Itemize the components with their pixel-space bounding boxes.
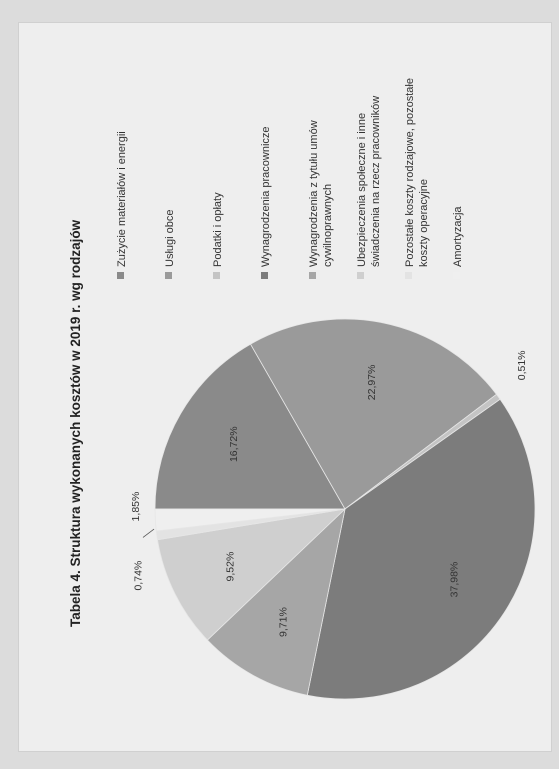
- pie-slice-amortyzacja: [154, 508, 346, 532]
- pie-slices: [154, 318, 536, 700]
- data-label-uslugi-obce: 22,97%: [366, 365, 378, 401]
- pie-slice-zuzycie-materialow-i-energii: [154, 343, 346, 510]
- legend-label: Ubezpieczenia społeczne i inne: [356, 113, 368, 267]
- legend-swatch: [165, 272, 172, 279]
- legend-label: Usługi obce: [164, 210, 176, 267]
- legend-label: Podatki i opłaty: [212, 192, 224, 267]
- legend-item-pozostale-koszty-rodzajowe-pozostale-koszty-operacyjne: Pozostałe koszty rodzajowe, pozostałe kos…: [404, 78, 430, 279]
- chart-legend: Zużycie materiałów i energii Usługi obce P…: [116, 78, 464, 279]
- legend-item-wynagrodzenia-z-tytulu-umow-cywilnoprawnych: Wynagrodzenia z tytułu umów cywilnoprawny…: [308, 120, 334, 279]
- legend-swatch: [357, 272, 364, 279]
- pie-slice-uslugi-obce: [250, 318, 498, 510]
- data-label-wynagrodzenia-pracownicze: 37,98%: [448, 562, 460, 598]
- legend-swatch: [405, 272, 412, 279]
- data-label-ubezpieczenia-spoleczne-i-inne-swiadczenia-na-rzecz-pracownikow: 9,52%: [224, 552, 236, 582]
- data-label-pozostale-koszty-rodzajowe-pozostale-koszty-operacyjne: 0,74%: [132, 561, 144, 591]
- legend-swatch: [453, 272, 460, 279]
- legend-item-podatki-i-oplaty: Podatki i opłaty: [212, 192, 224, 279]
- legend-label: świadczenia na rzecz pracowników: [370, 96, 382, 267]
- data-label-amortyzacja: 1,85%: [130, 492, 142, 522]
- chart-title: Tabela 4. Struktura wykonanych kosztów w…: [68, 219, 83, 627]
- legend-label: cywilnoprawnych: [322, 184, 334, 267]
- legend-swatch: [213, 272, 220, 279]
- legend-item-uslugi-obce: Usługi obce: [164, 210, 176, 279]
- data-label-podatki-i-oplaty: 0,51%: [516, 350, 528, 380]
- legend-label: Amortyzacja: [452, 206, 464, 267]
- legend-item-zuzycie-materialow-i-energii: Zużycie materiałów i energii: [116, 131, 128, 279]
- legend-swatch: [261, 272, 268, 279]
- pie-slice-wynagrodzenia-pracownicze: [306, 398, 536, 700]
- legend-label: koszty operacyjne: [418, 179, 430, 267]
- leader-line: [142, 528, 155, 538]
- data-label-wynagrodzenia-z-tytulu-umow-cywilnoprawnych: 9,71%: [278, 607, 290, 637]
- legend-swatch: [309, 272, 316, 279]
- legend-label: Pozostałe koszty rodzajowe, pozostałe: [404, 78, 416, 267]
- data-label-zuzycie-materialow-i-energii: 16,72%: [228, 426, 240, 462]
- legend-item-ubezpieczenia-spoleczne-i-inne-swiadczenia-na-rzecz-pracownikow: Ubezpieczenia społeczne i inne świadczeni…: [356, 96, 382, 279]
- pie-slice-ubezpieczenia-spoleczne-i-inne-swiadczenia-na-rzecz-pracownikow: [157, 508, 347, 641]
- pie-data-labels: 16,72% 22,97% 0,51% 37,98% 9,71% 9,52% 0,74% 1,…: [130, 350, 528, 636]
- legend-label: Wynagrodzenia pracownicze: [260, 126, 272, 267]
- legend-swatch: [117, 272, 124, 279]
- legend-label: Zużycie materiałów i energii: [116, 131, 128, 267]
- legend-item-wynagrodzenia-pracownicze: Wynagrodzenia pracownicze: [260, 126, 272, 279]
- legend-label: Wynagrodzenia z tytułu umów: [308, 120, 320, 267]
- legend-item-amortyzacja: Amortyzacja: [452, 206, 464, 279]
- pie-slice-wynagrodzenia-z-tytulu-umow-cywilnoprawnych: [206, 507, 346, 696]
